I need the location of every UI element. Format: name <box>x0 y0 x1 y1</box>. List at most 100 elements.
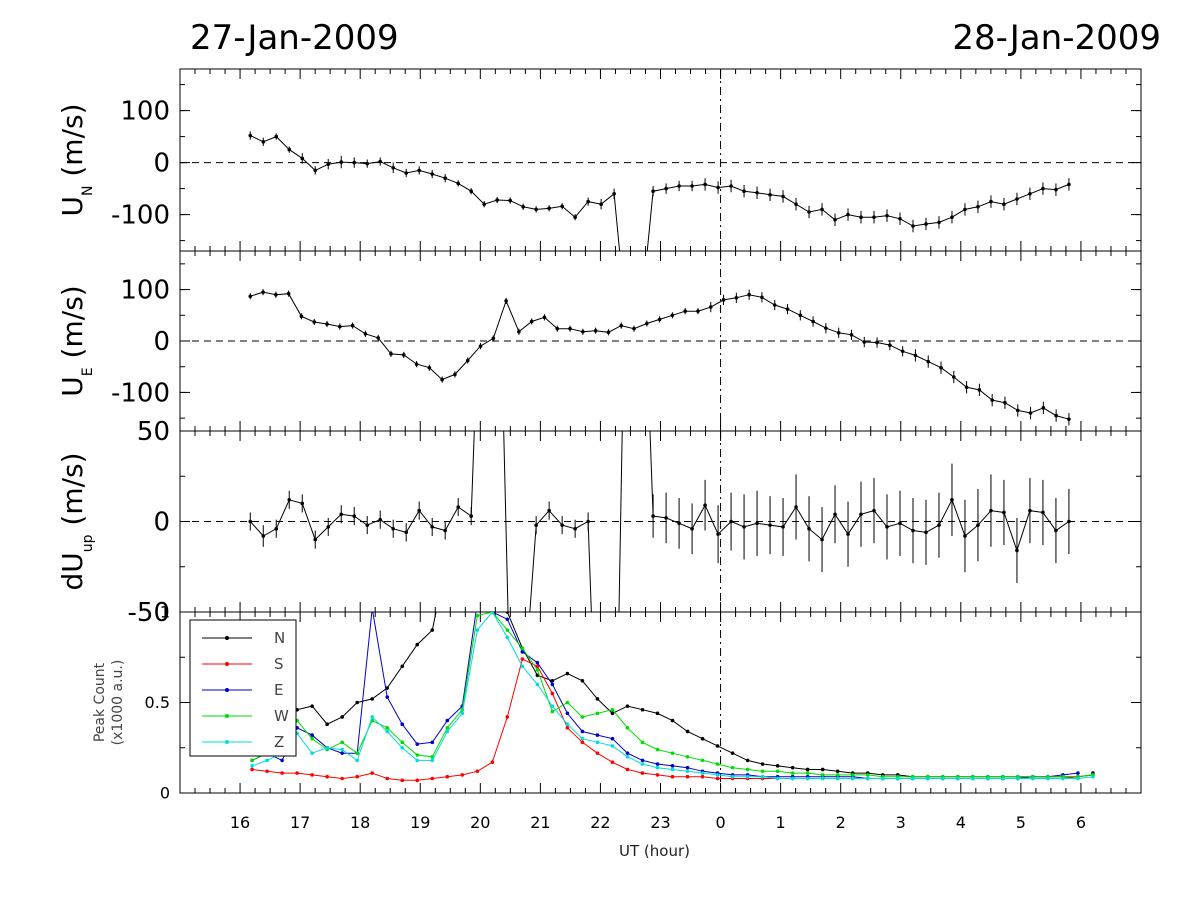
data-point <box>612 882 616 886</box>
data-point <box>708 305 713 309</box>
data-point <box>547 206 551 211</box>
data-point-W <box>355 751 359 755</box>
y-tick-label: 0 <box>160 784 170 803</box>
y-axis-unit: (x1000 a.u.) <box>110 660 126 746</box>
data-point-N <box>370 697 375 701</box>
data-point-N <box>355 700 359 705</box>
data-point <box>508 198 512 203</box>
data-point-E <box>310 733 314 737</box>
data-point-W <box>505 628 510 632</box>
data-point-N <box>685 729 690 734</box>
y-tick-label: -50 <box>128 598 170 628</box>
data-point <box>313 537 318 542</box>
data-point-W <box>760 769 765 774</box>
data-point <box>274 292 278 297</box>
data-point <box>846 212 850 217</box>
data-point <box>469 514 473 518</box>
data-point-Z <box>535 682 540 687</box>
data-point-Z <box>986 776 990 781</box>
data-point-W <box>340 740 344 745</box>
data-point <box>1067 417 1071 421</box>
data-point-Z <box>595 740 600 745</box>
data-point-W <box>580 715 585 719</box>
data-point <box>1067 519 1071 524</box>
data-point <box>677 521 681 526</box>
x-tick-label: 4 <box>956 813 966 832</box>
y-axis-label: UE (m/s) <box>56 285 96 396</box>
data-point <box>989 508 993 513</box>
data-point <box>417 508 422 513</box>
data-point <box>350 323 355 328</box>
data-point-Z <box>310 751 314 755</box>
data-point <box>703 182 707 187</box>
data-point-Z <box>655 765 660 770</box>
data-point-W <box>550 709 555 714</box>
data-point-Z <box>790 776 795 781</box>
data-point-E <box>535 660 540 665</box>
data-point-N <box>700 736 705 741</box>
y-axis-label: UN (m/s) <box>56 103 96 216</box>
date-label-right: 28-Jan-2009 <box>952 18 1161 58</box>
data-point <box>300 501 305 506</box>
data-point-E <box>520 650 525 654</box>
data-point <box>977 388 982 392</box>
data-point-N <box>476 574 480 578</box>
data-point <box>456 181 460 186</box>
legend-label-S: S <box>274 655 284 673</box>
data-point-E <box>445 718 450 723</box>
data-point-Z <box>250 764 254 768</box>
panel-frame <box>179 611 1142 794</box>
x-tick-label: 3 <box>896 813 906 832</box>
data-point-E <box>280 758 284 763</box>
data-point-E <box>565 711 570 716</box>
data-point <box>768 523 772 527</box>
data-point-Z <box>385 729 390 734</box>
data-point <box>573 215 577 219</box>
data-point <box>898 216 902 221</box>
series-group <box>248 158 1071 886</box>
data-point-Z <box>670 767 675 772</box>
data-point-W <box>610 707 615 712</box>
data-point-E <box>625 751 630 755</box>
data-point <box>989 199 993 204</box>
data-point <box>729 519 733 524</box>
data-point-W <box>730 765 735 770</box>
data-point-S <box>370 771 375 775</box>
data-point-E <box>580 729 585 734</box>
y-tick-label: 0 <box>153 149 170 179</box>
data-point <box>1041 406 1046 410</box>
data-point <box>568 326 572 331</box>
data-point-E <box>400 722 405 727</box>
data-point-N <box>445 556 449 560</box>
data-point <box>599 202 603 206</box>
data-point-Z <box>355 758 359 763</box>
x-tick-label: 23 <box>650 813 670 832</box>
data-point <box>690 526 694 531</box>
data-point-Z <box>805 776 810 781</box>
data-point <box>287 497 292 502</box>
data-point <box>683 309 687 313</box>
data-point <box>1002 202 1006 206</box>
data-point-E <box>550 682 555 687</box>
data-point <box>443 176 447 180</box>
data-point <box>768 193 772 197</box>
data-point-N <box>640 707 645 712</box>
data-point-S <box>625 767 630 772</box>
data-point-N <box>340 715 344 719</box>
data-point <box>430 525 434 529</box>
data-point-S <box>685 774 690 779</box>
data-point-W <box>415 753 420 757</box>
data-point <box>638 158 642 162</box>
data-point-E <box>1076 771 1080 775</box>
data-point-S <box>640 771 645 775</box>
x-tick-label: 16 <box>230 813 250 832</box>
data-point <box>859 215 863 219</box>
data-point-W <box>700 758 705 763</box>
data-point <box>820 537 824 542</box>
data-point <box>542 315 547 320</box>
data-point-E <box>685 765 690 770</box>
data-point-Z <box>520 664 525 669</box>
x-tick-label: 21 <box>530 813 550 832</box>
data-point-S <box>400 778 405 783</box>
data-point-N <box>625 704 630 708</box>
